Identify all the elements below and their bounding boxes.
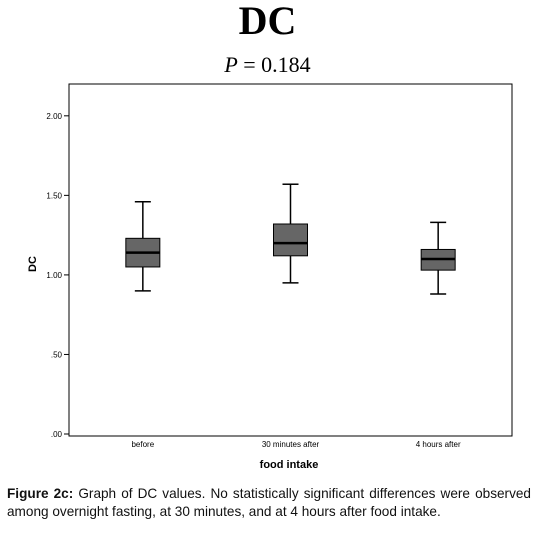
caption-label: Figure 2c:: [7, 486, 74, 501]
y-tick-label: 2.00: [46, 112, 62, 121]
plot-area-frame: [68, 83, 513, 437]
x-tick-label: 30 minutes after: [262, 440, 320, 449]
box-iqr: [273, 223, 308, 257]
y-axis: .00 .50 1.00 1.50 2.00: [46, 112, 69, 439]
y-tick-label: 1.00: [46, 271, 62, 280]
chart-title: DC: [238, 0, 297, 43]
box-series: [125, 183, 456, 295]
x-axis: before 30 minutes after 4 hours after: [131, 440, 460, 449]
y-tick-label: 1.50: [46, 191, 62, 200]
y-axis-label: DC: [27, 256, 39, 272]
x-tick-label: before: [131, 440, 154, 449]
boxplot-chart: .00 .50 1.00 1.50 2.00 before 30 minutes afte…: [27, 83, 513, 471]
y-tick-label: .00: [51, 430, 63, 439]
box-group: [125, 200, 161, 292]
box-group: [420, 221, 456, 295]
y-tick-label: .50: [51, 350, 63, 359]
p-value-subtitle: P = 0.184: [0, 52, 535, 78]
x-axis-label: food intake: [260, 459, 319, 471]
figure-caption: Figure 2c: Graph of DC values. No statis…: [7, 485, 531, 521]
p-value-text: = 0.184: [237, 52, 311, 77]
p-symbol: P: [224, 52, 238, 77]
x-tick-label: 4 hours after: [416, 440, 461, 449]
caption-text: Graph of DC values. No statistically sig…: [7, 486, 531, 519]
box-group: [273, 183, 308, 284]
